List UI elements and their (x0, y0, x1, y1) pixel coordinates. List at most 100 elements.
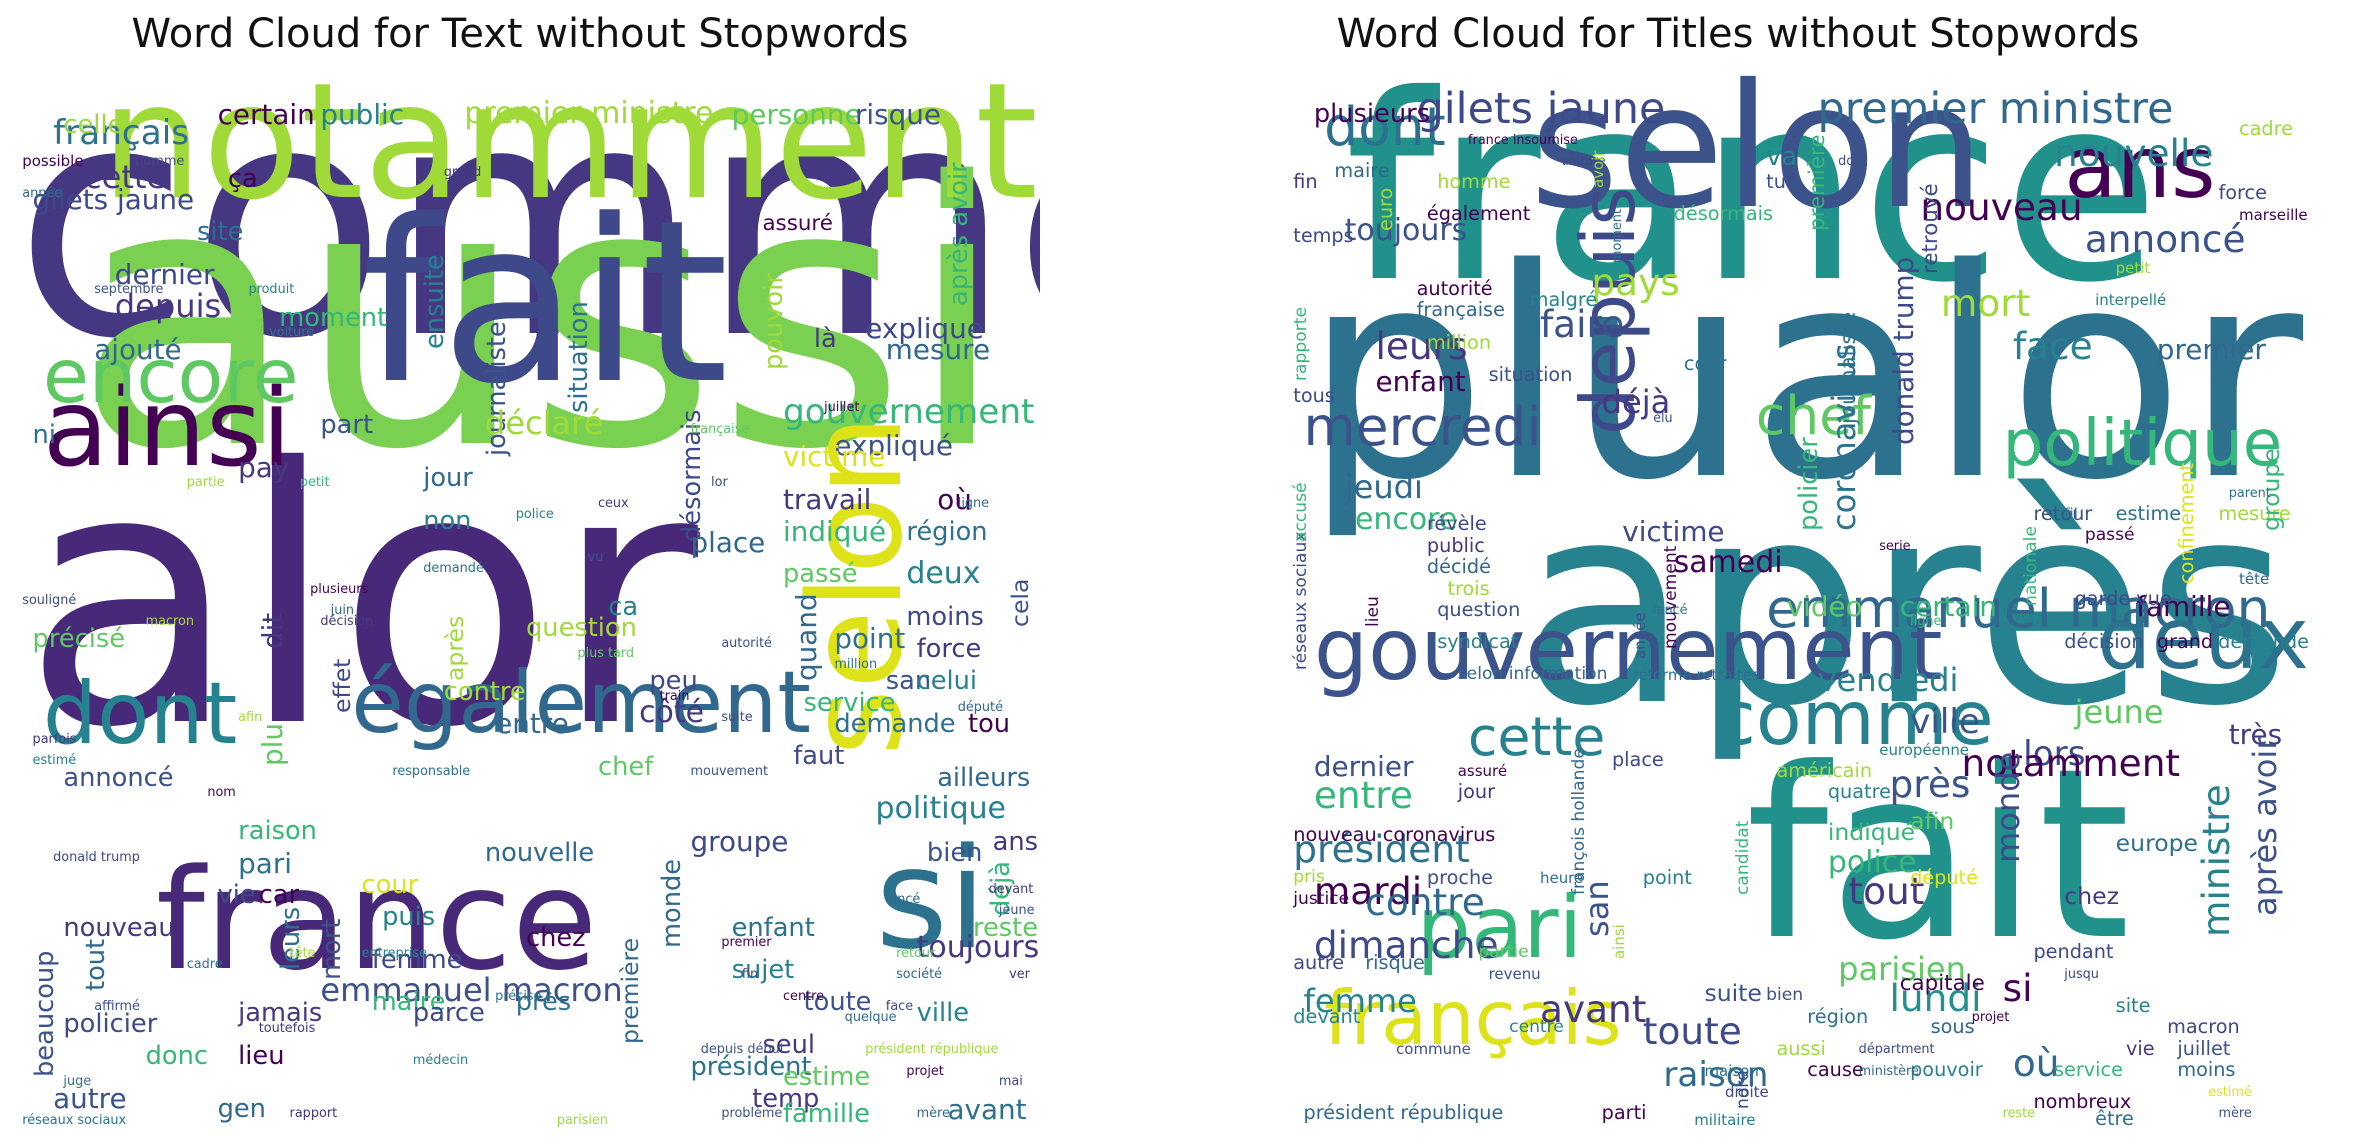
cloud-word: retour (2033, 501, 2093, 525)
cloud-word: europe (2115, 828, 2199, 857)
cloud-word: depuis début (700, 1042, 785, 1058)
cloud-word: quatre (1827, 779, 1891, 803)
cloud-word: service (803, 687, 896, 718)
cloud-word: vendredi (1817, 661, 1959, 699)
cloud-word: contre (443, 677, 526, 708)
cloud-word: parent (2228, 485, 2271, 501)
cloud-word: ajouté (94, 332, 182, 366)
cloud-word: personne (731, 97, 862, 131)
cloud-word: risque (854, 97, 941, 131)
cloud-word: affirmé (94, 999, 140, 1015)
cloud-word: plusieurs (1313, 99, 1431, 130)
cloud-word: jusqu (2064, 967, 2099, 983)
cloud-word: lieu (238, 1040, 285, 1071)
cloud-word: doit (1838, 154, 1863, 170)
cloud-word: première (1805, 134, 1831, 232)
cloud-word: lundi (1889, 976, 1982, 1021)
cloud-word: temps (1293, 223, 1354, 247)
cloud-word: européenne (1879, 740, 1970, 759)
cloud-word: situation (564, 301, 595, 414)
cloud-word: américain (1776, 758, 1873, 782)
cloud-word: syndicat (1437, 630, 1519, 654)
cloud-word: toutefois (258, 1020, 316, 1036)
cloud-word: année (22, 186, 63, 202)
cloud-word: ans (2064, 119, 2216, 219)
cloud-word: mardi (1313, 869, 1423, 914)
cloud-word: force (916, 634, 982, 665)
cloud-word: cause (1807, 1058, 1864, 1082)
cloud-word: mesure (885, 332, 991, 366)
cloud-word: militaire (1694, 1111, 1756, 1130)
cloud-word: petit (2115, 259, 2151, 278)
cloud-word: question (1437, 598, 1521, 622)
cloud-word: estimé (32, 753, 77, 769)
cloud-word: deux (906, 555, 981, 591)
cloud-word: emmanuel macron (1766, 576, 2271, 640)
cloud-word: encore (42, 331, 299, 420)
cloud-word: certain (1899, 589, 1997, 623)
right-panel-title: Word Cloud for Titles without Stopwords (1336, 11, 2140, 57)
cloud-word: non (423, 505, 472, 536)
cloud-word: fait (1745, 717, 2131, 993)
right-panel: Word Cloud for Titles without Stopwords … (1183, 0, 2366, 1147)
cloud-word: site (197, 217, 244, 248)
cloud-word: dernier (1313, 750, 1414, 784)
cloud-word: septembre (94, 282, 164, 298)
cloud-word: garde vue (2074, 587, 2172, 611)
cloud-word: fin (741, 967, 759, 983)
cloud-word: gouvernement (1313, 600, 1943, 700)
cloud-word: deux (2097, 590, 2309, 690)
cloud-word: comme (13, 60, 1040, 409)
cloud-word: centre (1509, 1017, 1564, 1038)
cloud-word: justice (1293, 888, 1350, 909)
cloud-word: après (440, 615, 469, 681)
cloud-word: samedi (1673, 545, 1783, 581)
cloud-word: parfois (32, 731, 77, 747)
cloud-word: nombreux (2033, 1090, 2132, 1114)
cloud-word: celui (916, 666, 978, 697)
cloud-word: ensuite (420, 254, 451, 349)
cloud-word: retrouvé (1918, 183, 1944, 274)
cloud-word: macron (145, 614, 195, 630)
cloud-word: parisien (1838, 949, 1966, 988)
cloud-word: rapport (289, 1106, 338, 1122)
cloud-word: produit (248, 282, 295, 298)
cloud-word: va (1766, 142, 1798, 173)
cloud-word: cadre (2239, 116, 2293, 140)
cloud-word: après (1519, 442, 2291, 767)
cloud-word: trois (1447, 576, 1490, 600)
cloud-word: premier ministre (464, 95, 714, 131)
cloud-word: tête (289, 945, 316, 961)
cloud-word: face (885, 999, 914, 1015)
cloud-word: demande (2218, 630, 2309, 654)
cloud-word: nationale (2021, 525, 2042, 606)
cloud-word: seul (762, 1030, 816, 1061)
cloud-word: juge (63, 1074, 92, 1090)
cloud-word: san (885, 666, 932, 697)
cloud-word: service (2054, 1058, 2123, 1082)
cloud-word: président république (1303, 1100, 1504, 1124)
cloud-word: contre (1365, 880, 1485, 925)
cloud-word: place (1611, 747, 1664, 771)
cloud-word: chez (526, 923, 586, 954)
cloud-word: leurs (1375, 323, 1468, 368)
cloud-word: ligne (1910, 614, 1942, 630)
cloud-word: serie (1879, 539, 1911, 555)
cloud-word: lor (711, 475, 728, 491)
cloud-word: malgré (1529, 287, 1598, 311)
cloud-word: autre (53, 1081, 127, 1115)
cloud-word: déclaré (484, 404, 604, 443)
cloud-word: ailleurs (937, 762, 1031, 793)
cloud-word: chez (2064, 882, 2119, 911)
cloud-word: annoncé (63, 762, 174, 793)
cloud-word: suite (721, 710, 753, 726)
cloud-word: jeune (998, 903, 1035, 919)
cloud-word: afin (238, 710, 263, 726)
cloud-word: risque (1365, 951, 1425, 975)
cloud-word: public (320, 97, 405, 131)
cloud-word: lancé (1653, 603, 1688, 619)
cloud-word: policier (1794, 436, 1824, 531)
cloud-word: chef (1755, 384, 1871, 448)
cloud-word: toute (1642, 1008, 1742, 1053)
cloud-word: train (659, 689, 690, 705)
